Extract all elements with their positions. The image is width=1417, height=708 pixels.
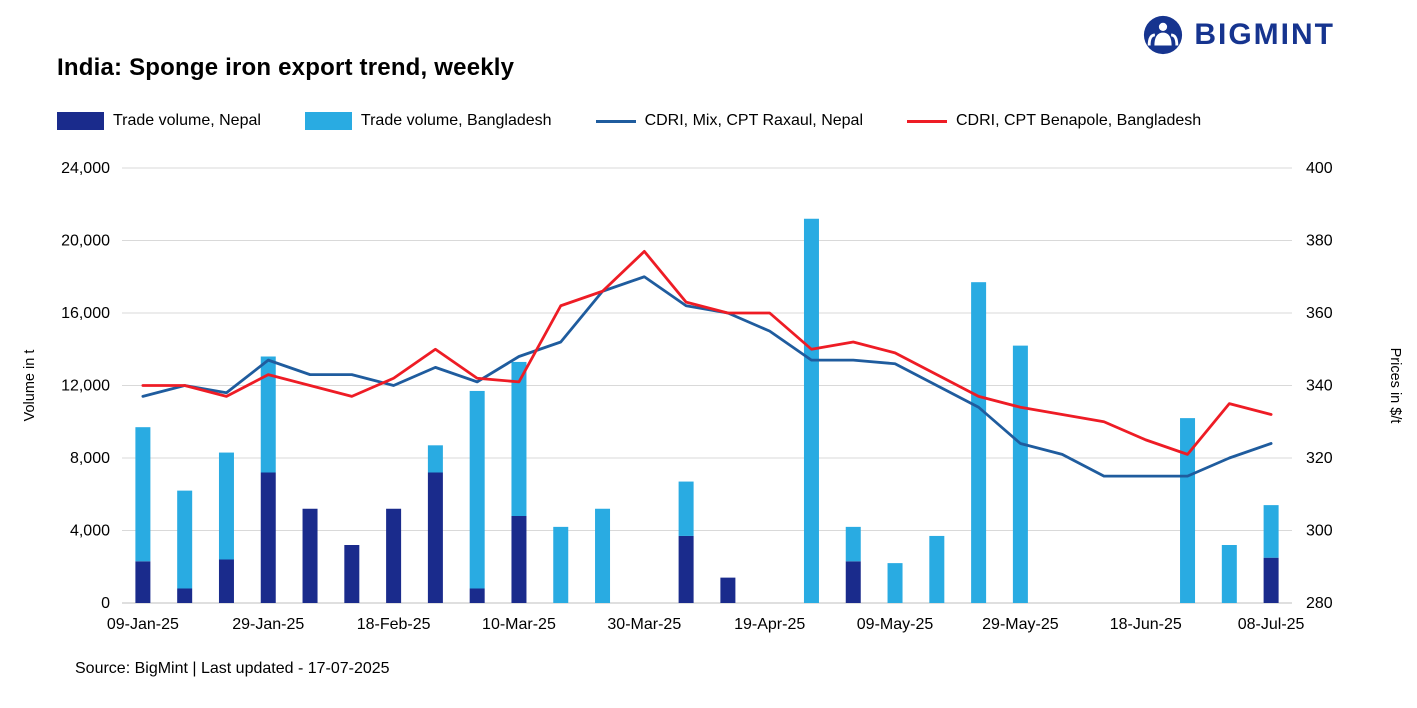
bar-bangladesh	[1180, 418, 1196, 603]
bar-bangladesh	[1263, 505, 1279, 558]
bar-bangladesh	[887, 563, 903, 603]
bar-bangladesh	[177, 490, 193, 589]
bar-bangladesh	[803, 218, 819, 603]
y-left-tick: 0	[101, 595, 110, 612]
x-tick: 19-Apr-25	[734, 616, 805, 633]
bar-nepal	[469, 588, 485, 603]
y-right-tick: 360	[1306, 305, 1333, 322]
bar-nepal	[344, 545, 360, 603]
bigmint-logo-icon	[1144, 15, 1183, 55]
y-right-tick: 280	[1306, 595, 1333, 612]
y-left-tick: 4,000	[70, 523, 110, 540]
bar-nepal	[260, 472, 276, 603]
bar-bangladesh	[553, 526, 569, 603]
chart-canvas: 0 4,000 8,000 12,000 16,000 20,000 24,000 280 30…	[22, 160, 1403, 633]
line-nepal-price	[141, 275, 1273, 478]
legend-swatch-nepal-price	[595, 119, 636, 123]
bar-bangladesh	[469, 390, 485, 589]
x-tick: 18-Feb-25	[357, 616, 431, 633]
legend-item-nepal-volume: Trade volume, Nepal	[57, 112, 261, 130]
bar-nepal	[302, 508, 318, 603]
legend-label-nepal-price: CDRI, Mix, CPT Raxaul, Nepal	[644, 112, 863, 129]
x-tick: 30-Mar-25	[607, 616, 681, 633]
legend-label-nepal-volume: Trade volume, Nepal	[113, 112, 261, 129]
bar-nepal	[218, 559, 234, 603]
bar-nepal	[720, 577, 736, 603]
bar-bangladesh	[218, 452, 234, 560]
y-left-tick: 20,000	[61, 233, 110, 250]
bar-nepal	[135, 561, 151, 603]
legend-label-bangladesh-price: CDRI, CPT Benapole, Bangladesh	[956, 112, 1202, 129]
legend-label-bangladesh-volume: Trade volume, Bangladesh	[360, 112, 552, 129]
legend-item-bangladesh-price: CDRI, CPT Benapole, Bangladesh	[907, 112, 1201, 130]
source-note: Source: BigMint | Last updated - 17-07-2…	[75, 660, 390, 677]
bar-bangladesh	[971, 282, 987, 603]
y-left-tick: 24,000	[61, 160, 110, 177]
bar-nepal	[386, 508, 402, 603]
bar-nepal	[427, 472, 443, 603]
y-left-tick: 8,000	[70, 450, 110, 467]
legend-swatch-nepal-volume	[57, 112, 104, 130]
chart-legend: Trade volume, Nepal Trade volume, Bangla…	[57, 112, 1201, 130]
y-left-axis-title: Volume in t	[22, 350, 38, 422]
x-tick: 10-Mar-25	[482, 616, 556, 633]
bar-bangladesh	[845, 526, 861, 562]
bar-bangladesh	[929, 535, 945, 603]
legend-swatch-bangladesh-volume	[304, 112, 352, 130]
bigmint-logo-text: BIGMINT	[1194, 18, 1335, 51]
bar-bangladesh	[1221, 545, 1237, 603]
y-right-tick: 320	[1306, 450, 1333, 467]
bar-bangladesh	[511, 361, 527, 516]
y-left-tick: 12,000	[61, 378, 110, 395]
y-right-tick: 400	[1306, 160, 1333, 177]
bar-bangladesh	[427, 445, 443, 473]
bar-nepal	[678, 535, 694, 603]
x-tick: 08-Jul-25	[1238, 616, 1305, 633]
bar-bangladesh	[135, 427, 151, 562]
legend-item-nepal-price: CDRI, Mix, CPT Raxaul, Nepal	[595, 112, 863, 130]
bar-nepal	[511, 516, 527, 603]
legend-swatch-bangladesh-price	[907, 119, 947, 123]
bar-nepal	[845, 561, 861, 603]
x-tick: 18-Jun-25	[1110, 616, 1182, 633]
x-tick: 09-May-25	[857, 616, 934, 633]
y-right-axis-title: Prices in $/t	[1387, 348, 1403, 424]
page-title: India: Sponge iron export trend, weekly	[57, 54, 515, 81]
y-right-tick: 380	[1306, 233, 1333, 250]
line-bangladesh-price	[141, 249, 1273, 456]
bar-nepal	[177, 588, 193, 603]
y-right-tick: 300	[1306, 523, 1333, 540]
x-tick: 29-May-25	[982, 616, 1059, 633]
y-left-tick: 16,000	[61, 305, 110, 322]
bar-bangladesh	[260, 356, 276, 473]
legend-item-bangladesh-volume: Trade volume, Bangladesh	[304, 112, 552, 130]
bar-bangladesh	[1012, 345, 1028, 603]
bar-nepal	[1263, 557, 1279, 603]
x-tick: 29-Jan-25	[232, 616, 304, 633]
bigmint-logo: BIGMINT	[1142, 14, 1335, 56]
bar-bangladesh	[595, 508, 611, 603]
bar-bangladesh	[678, 481, 694, 536]
y-right-tick: 340	[1306, 378, 1333, 395]
x-tick: 09-Jan-25	[107, 616, 179, 633]
